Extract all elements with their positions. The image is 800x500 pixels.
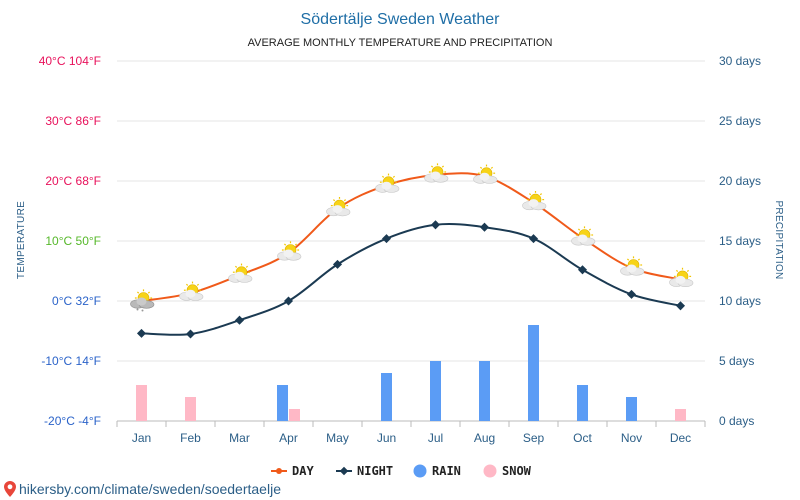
x-tick-label: May	[326, 431, 349, 445]
cloud-sun-icon	[228, 263, 253, 283]
rain-bar	[577, 385, 588, 421]
x-tick-label: Jul	[428, 431, 443, 445]
x-tick-label: Mar	[229, 431, 250, 445]
night-point	[283, 296, 294, 306]
y-right-tick-label: 20 days	[719, 174, 761, 188]
night-point	[234, 315, 245, 325]
x-tick-label: Jan	[132, 431, 151, 445]
x-tick-label: Dec	[670, 431, 691, 445]
rain-bar	[430, 361, 441, 421]
legend-item-snow: SNOW	[483, 464, 532, 478]
rain-bar	[626, 397, 637, 421]
x-tick-label: Nov	[621, 431, 642, 445]
y-axis-left: 40°C 104°F 30°C 86°F 20°C 68°F 10°C 50°F 0°C…	[39, 54, 101, 428]
cloud-sun-icon	[424, 163, 449, 183]
snow-bar	[675, 409, 686, 421]
legend-item-rain: RAIN	[413, 464, 461, 478]
weather-icons	[130, 163, 694, 312]
night-point	[185, 329, 196, 339]
y-left-tick-label: -10°C 14°F	[41, 354, 101, 368]
legend: DAY NIGHT RAIN SNOW	[271, 464, 532, 478]
rain-bar	[479, 361, 490, 421]
snow-bar	[136, 385, 147, 421]
y-axis-right: 30 days 25 days 20 days 15 days 10 days 5 day…	[719, 54, 761, 428]
footer-link[interactable]: hikersby.com/climate/sweden/soedertaelje	[19, 481, 281, 497]
rain-bar	[381, 373, 392, 421]
cloud-sun-icon	[669, 267, 694, 287]
y-left-tick-label: -20°C -4°F	[44, 414, 101, 428]
y-left-tick-label: 10°C 50°F	[45, 234, 101, 248]
y-right-tick-label: 30 days	[719, 54, 761, 68]
y-right-tick-label: 0 days	[719, 414, 754, 428]
legend-item-day: DAY	[271, 464, 314, 478]
rain-bar	[528, 325, 539, 421]
chart-title: Södertälje Sweden Weather	[301, 11, 501, 28]
cloud-sun-icon	[179, 281, 204, 301]
y-right-tick-label: 5 days	[719, 354, 754, 368]
temperature-lines	[136, 172, 686, 339]
cloud-sun-icon	[522, 191, 547, 211]
legend-label: RAIN	[432, 464, 461, 478]
night-point	[528, 234, 539, 244]
legend-dot-swatch	[413, 464, 427, 478]
footer[interactable]: hikersby.com/climate/sweden/soedertaelje	[4, 481, 281, 497]
legend-label: DAY	[292, 464, 314, 478]
y-left-tick-label: 0°C 32°F	[52, 294, 101, 308]
night-point	[479, 222, 490, 232]
cloud-sun-icon	[326, 197, 351, 217]
x-axis: Jan Feb Mar Apr May Jun Jul Aug Sep Oct Nov Dec	[116, 421, 706, 445]
y-left-tick-label: 20°C 68°F	[45, 174, 101, 188]
cloud-sun-icon	[277, 241, 302, 261]
night-line	[141, 223, 681, 336]
x-tick-label: Apr	[279, 431, 298, 445]
legend-label: NIGHT	[357, 464, 393, 478]
x-tick-label: Feb	[180, 431, 201, 445]
night-point	[136, 328, 147, 338]
snow-bar	[289, 409, 300, 421]
night-point	[626, 289, 637, 299]
y-left-tick-label: 30°C 86°F	[45, 114, 101, 128]
snow-bar	[185, 397, 196, 421]
x-tick-label: Jun	[377, 431, 396, 445]
gridlines	[117, 60, 705, 422]
y-right-tick-label: 25 days	[719, 114, 761, 128]
legend-item-night: NIGHT	[336, 464, 393, 478]
x-tick-label: Aug	[474, 431, 495, 445]
chart-subtitle: AVERAGE MONTHLY TEMPERATURE AND PRECIPIT…	[248, 37, 553, 49]
y-left-tick-label: 40°C 104°F	[39, 54, 101, 68]
map-pin-icon	[4, 481, 16, 497]
x-tick-label: Oct	[573, 431, 592, 445]
day-line	[141, 172, 681, 302]
y-right-tick-label: 15 days	[719, 234, 761, 248]
y-axis-left-label: TEMPERATURE	[16, 201, 27, 279]
precipitation-bars	[136, 325, 686, 421]
y-axis-right-label: PRECIPITATION	[773, 200, 784, 279]
night-point	[675, 301, 686, 311]
y-right-tick-label: 10 days	[719, 294, 761, 308]
cloud-sun-icon	[571, 226, 596, 246]
x-tick-label: Sep	[523, 431, 545, 445]
legend-marker	[276, 468, 282, 474]
cloud-sun-icon	[620, 256, 645, 276]
night-point	[577, 265, 588, 275]
legend-label: SNOW	[502, 464, 532, 478]
night-point	[430, 220, 441, 230]
cloud-sun-icon	[473, 164, 498, 184]
snow-cloud-sun-icon	[130, 289, 155, 312]
night-point	[381, 234, 392, 244]
legend-marker	[339, 466, 349, 476]
legend-dot-swatch	[483, 464, 497, 478]
rain-bar	[277, 385, 288, 421]
cloud-sun-icon	[375, 173, 400, 193]
